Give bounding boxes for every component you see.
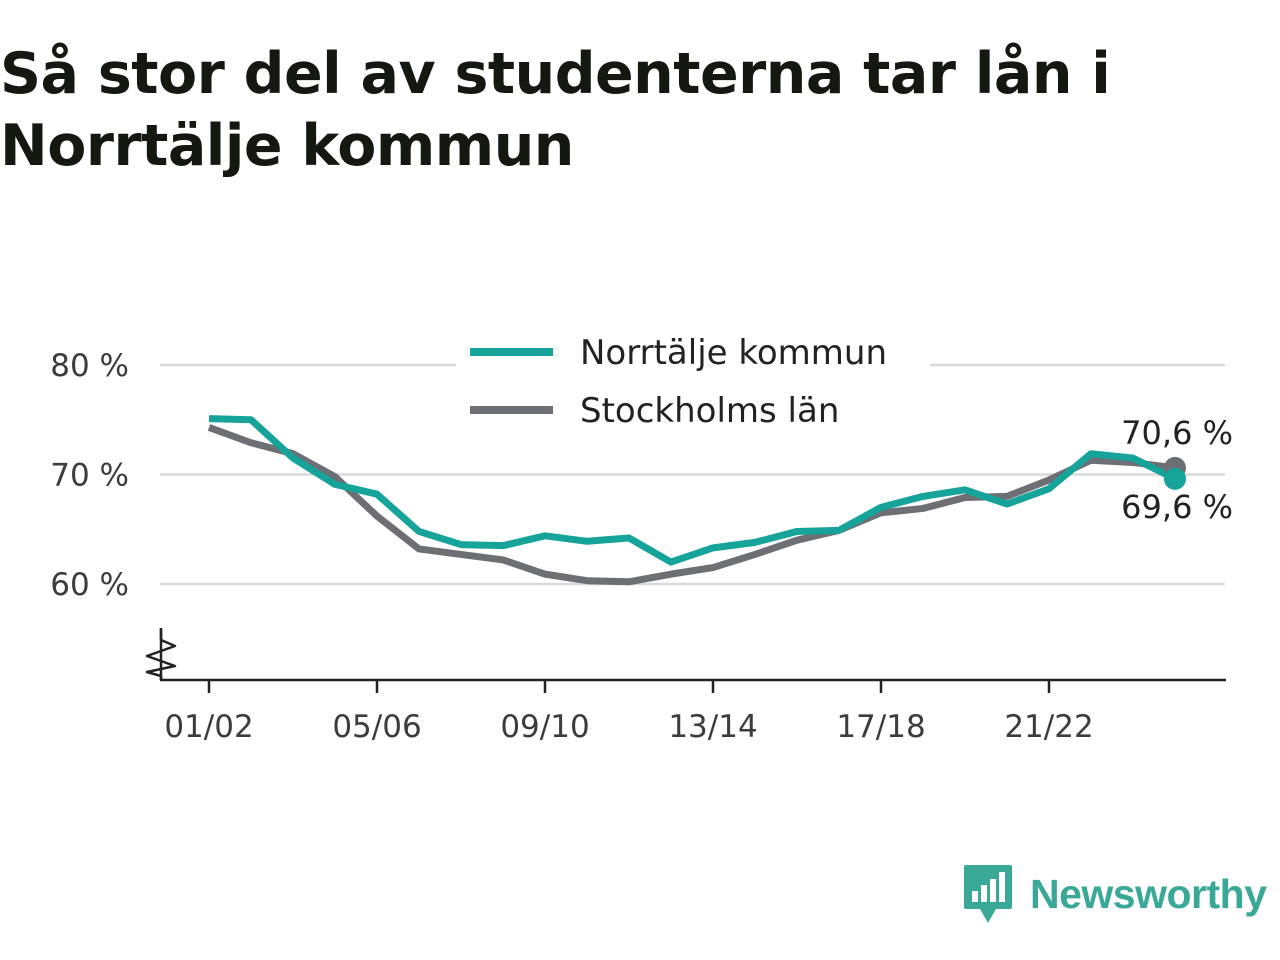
legend-background xyxy=(456,328,930,440)
legend-label: Stockholms län xyxy=(580,391,839,431)
end-value-label: 70,6 % xyxy=(1121,414,1233,452)
axes xyxy=(145,628,1226,682)
end-labels: 70,6 % 69,6 % xyxy=(1121,414,1233,526)
x-tick-label: 09/10 xyxy=(500,709,589,745)
x-tick-label: 05/06 xyxy=(332,709,421,745)
y-tick-label: 60 % xyxy=(50,567,129,603)
series-line xyxy=(208,415,1177,566)
end-point-marker xyxy=(1164,467,1186,490)
axis-break-icon xyxy=(145,628,177,680)
end-value-label: 69,6 % xyxy=(1121,488,1233,526)
series-lines xyxy=(207,415,1186,586)
y-tick-label: 80 % xyxy=(50,348,129,384)
legend: Norrtälje kommun Stockholms län xyxy=(456,328,930,440)
brand-logo: Newsworthy xyxy=(962,862,1267,926)
x-tick-label: 21/22 xyxy=(1004,709,1093,745)
series-line xyxy=(207,424,1176,586)
x-tick-label: 13/14 xyxy=(668,709,757,745)
legend-label: Norrtälje kommun xyxy=(580,333,887,373)
y-tick-label: 70 % xyxy=(50,458,129,494)
x-tick-label: 01/02 xyxy=(164,709,253,745)
x-axis-ticks: 01/02 05/06 09/10 13/14 17/18 21/22 xyxy=(164,680,1094,745)
bar-chart-speech-bubble-icon xyxy=(964,865,1012,923)
brand-name: Newsworthy xyxy=(1030,870,1267,917)
x-tick-label: 17/18 xyxy=(836,709,925,745)
chart-title: Så stor del av studenterna tar lån i Nor… xyxy=(0,41,1111,179)
y-axis-labels: 80 % 70 % 60 % xyxy=(50,348,129,603)
